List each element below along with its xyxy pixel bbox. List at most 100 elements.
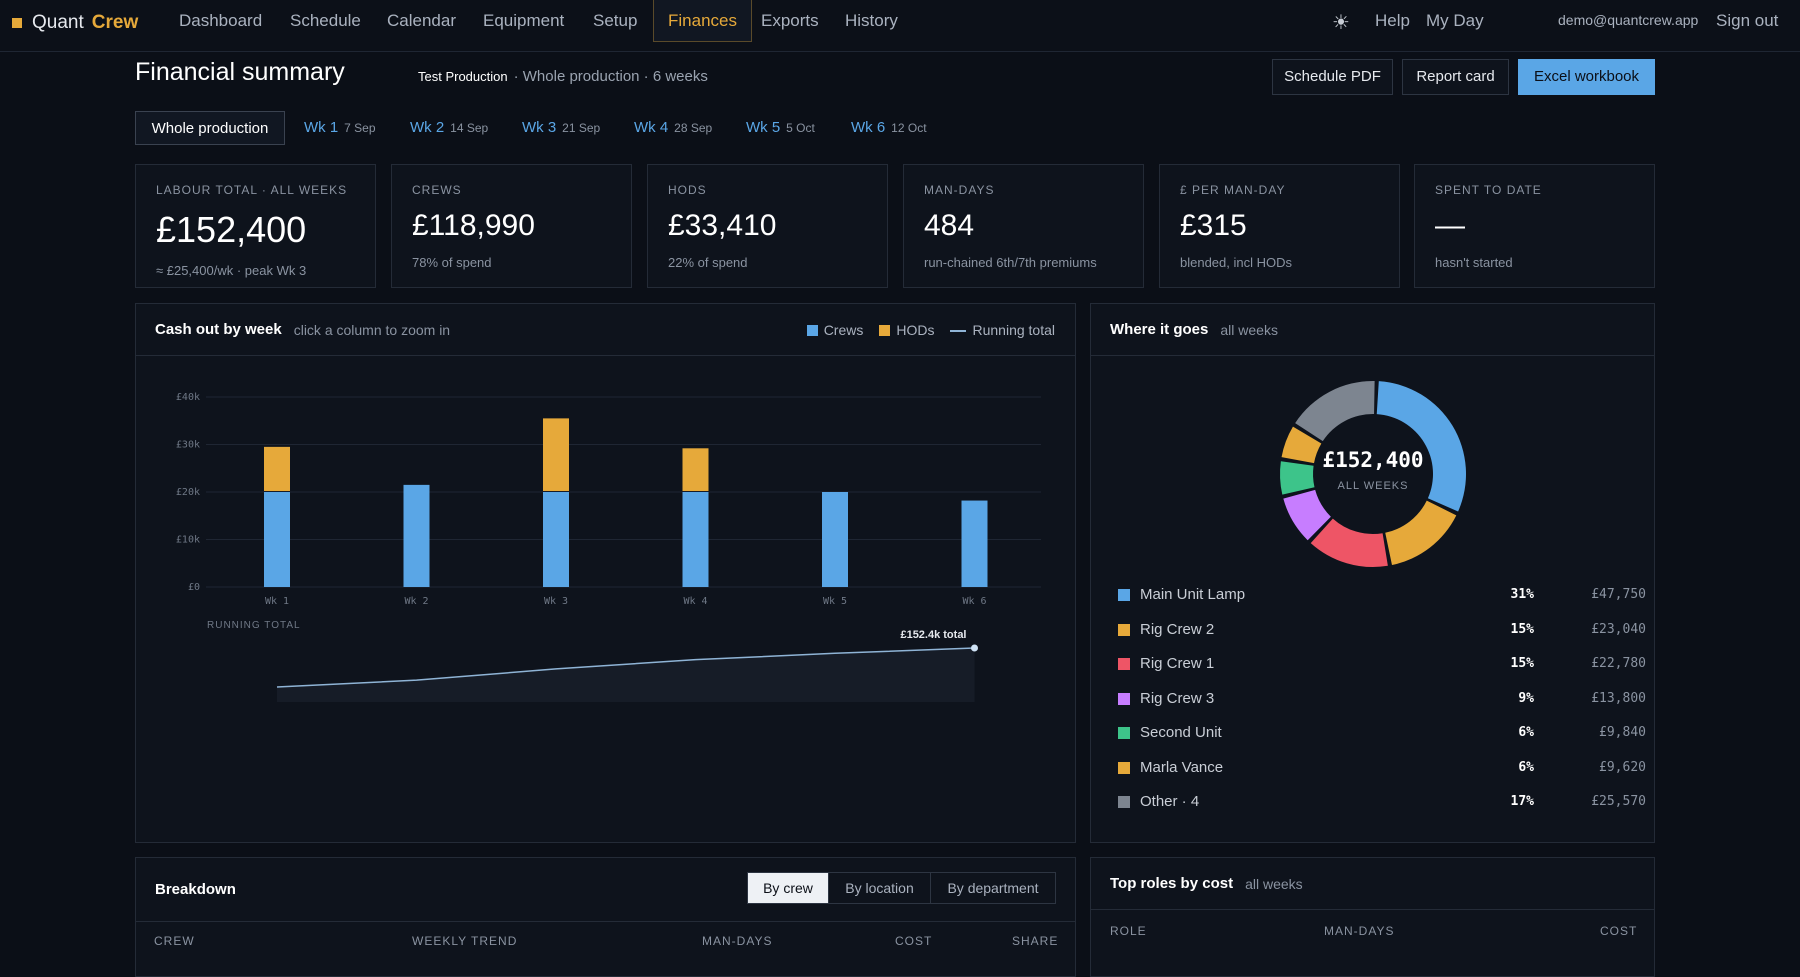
where-item-amount: £47,750: [1591, 587, 1646, 602]
kpi-value: 484: [924, 209, 975, 242]
segment-by-location[interactable]: By location: [828, 872, 931, 904]
legend-crews-label: Crews: [823, 322, 864, 338]
nav-calendar[interactable]: Calendar: [387, 11, 456, 30]
legend-swatch: [806, 325, 818, 336]
tab-wk-5[interactable]: Wk 5 5 Oct: [746, 111, 815, 145]
donut-chart[interactable]: [1273, 374, 1473, 574]
nav-exports[interactable]: Exports: [761, 11, 819, 30]
top-roles-panel: Top roles by cost all weeks: [1090, 857, 1655, 977]
bar-crews: [822, 492, 848, 587]
col-cost[interactable]: COST: [895, 934, 933, 948]
cash-out-chart[interactable]: £0 £10k £20k £30k £40k Wk 1 Wk 2 Wk 3 Wk 4 Wk 5 Wk…: [136, 357, 1075, 843]
kpi-labour-total: LABOUR TOTAL · ALL WEEKS £152,400 ≈ £25,…: [135, 164, 376, 288]
col-roles-cost[interactable]: COST: [1600, 924, 1638, 938]
donut-slice: [1376, 381, 1466, 512]
col-crew[interactable]: CREW: [154, 934, 195, 948]
nav-equipment[interactable]: Equipment: [483, 11, 565, 30]
where-list-row[interactable]: Rig Crew 3 9% £13,800: [1118, 682, 1646, 716]
sign-out-link[interactable]: Sign out: [1716, 11, 1779, 30]
tab-whole-production[interactable]: Whole production: [135, 111, 285, 145]
production-scope: · Whole production · 6 weeks: [513, 68, 708, 85]
where-item-amount: £23,040: [1591, 621, 1646, 637]
where-item-pct: 9%: [1518, 690, 1534, 706]
segment-by-department[interactable]: By department: [930, 872, 1056, 904]
cash-out-title: Cash out by week: [155, 321, 282, 338]
brand-mark-icon: [12, 18, 22, 28]
y-tick-label: £10k: [176, 535, 200, 546]
tab-wk-4[interactable]: Wk 4 28 Sep: [634, 111, 712, 145]
tab-wk-3[interactable]: Wk 3 21 Sep: [522, 111, 600, 145]
where-item-amount: £9,620: [1599, 759, 1646, 775]
legend-swatch: [1118, 692, 1130, 705]
report-card-button[interactable]: Report card: [1402, 59, 1509, 95]
donut-center-value: £152,400: [1322, 448, 1424, 472]
where-list-row[interactable]: Marla Vance 6% £9,620: [1118, 751, 1646, 785]
where-title: Where it goes: [1110, 321, 1209, 338]
kpi-spent-to-date: SPENT TO DATE — hasn't started: [1414, 164, 1655, 288]
where-item-name: Main Unit Lamp: [1140, 586, 1246, 603]
where-item-amount: £9,840: [1599, 725, 1646, 740]
where-list-row[interactable]: Second Unit 6% £9,840: [1118, 716, 1646, 750]
col-weekly-trend[interactable]: WEEKLY TREND: [412, 934, 518, 948]
tab-date: 14 Sep: [450, 121, 489, 135]
where-item-name: Second Unit: [1140, 724, 1222, 741]
roles-hint: all weeks: [1245, 875, 1303, 892]
y-tick-label: £30k: [176, 440, 200, 451]
nav-setup[interactable]: Setup: [593, 11, 638, 30]
where-list-row[interactable]: Rig Crew 2 15% £23,040: [1118, 613, 1646, 647]
brand-logo[interactable]: Quant Crew: [12, 12, 138, 34]
running-total-area: [277, 648, 975, 702]
kpi-man-days: MAN-DAYS 484 run-chained 6th/7th premium…: [903, 164, 1144, 288]
tab-date: 7 Sep: [344, 121, 376, 135]
my-day-link[interactable]: My Day: [1426, 11, 1484, 30]
where-list-row[interactable]: Other · 4 17% £25,570: [1118, 785, 1646, 819]
col-role[interactable]: ROLE: [1110, 924, 1147, 938]
tab-date: 5 Oct: [786, 121, 815, 135]
excel-workbook-button[interactable]: Excel workbook: [1518, 59, 1655, 95]
kpi-label: MAN-DAYS: [924, 183, 995, 197]
tab-wk-1[interactable]: Wk 1 7 Sep: [304, 111, 376, 145]
sun-icon[interactable]: ☀: [1332, 12, 1350, 34]
page-subtitle: Test Production · Whole production · 6 we…: [418, 68, 708, 85]
nav-dashboard[interactable]: Dashboard: [179, 11, 263, 30]
donut-center-label: ALL WEEKS: [1337, 480, 1409, 492]
where-item-name: Rig Crew 1: [1140, 655, 1215, 672]
bar-hods: [543, 418, 569, 491]
cash-out-panel: Cash out by week click a column to zoom …: [135, 303, 1076, 843]
col-man-days[interactable]: MAN-DAYS: [702, 934, 773, 948]
where-item-amount: £25,570: [1591, 794, 1646, 809]
legend-swatch: [1118, 589, 1130, 601]
tab-label: Wk 3: [522, 119, 557, 136]
kpi-sub: run-chained 6th/7th premiums: [924, 255, 1097, 270]
x-tick-label: Wk 3: [544, 596, 568, 607]
col-roles-man-days[interactable]: MAN-DAYS: [1324, 924, 1395, 938]
legend-line: [950, 330, 967, 332]
x-tick-label: Wk 5: [823, 596, 847, 607]
brand-name-1: Quant: [32, 12, 84, 33]
where-item-pct: 31%: [1510, 587, 1534, 602]
where-list-row[interactable]: Rig Crew 1 15% £22,780: [1118, 647, 1646, 681]
help-link[interactable]: Help: [1375, 11, 1410, 30]
segment-by-crew[interactable]: By crew: [747, 872, 829, 904]
production-name: Test Production: [418, 69, 508, 84]
donut-slice: [1281, 426, 1322, 464]
y-tick-label: £40k: [176, 392, 200, 403]
x-tick-label: Wk 1: [265, 596, 289, 607]
kpi-sub: ≈ £25,400/wk · peak Wk 3: [156, 263, 307, 278]
kpi-label: LABOUR TOTAL · ALL WEEKS: [156, 183, 348, 197]
donut-slice: [1295, 381, 1375, 442]
where-list-row[interactable]: Main Unit Lamp 31% £47,750: [1118, 578, 1646, 612]
donut-slice: [1310, 518, 1388, 567]
schedule-pdf-button[interactable]: Schedule PDF: [1272, 59, 1393, 95]
tab-date: 12 Oct: [891, 121, 927, 135]
legend-running: Running total: [950, 322, 1055, 338]
col-share[interactable]: SHARE: [1012, 934, 1059, 948]
nav-history[interactable]: History: [845, 11, 898, 30]
y-tick-label: £20k: [176, 487, 200, 498]
bar-crews: [264, 492, 290, 587]
nav-schedule[interactable]: Schedule: [290, 11, 361, 30]
tab-wk-2[interactable]: Wk 2 14 Sep: [410, 111, 488, 145]
nav-finances[interactable]: Finances: [653, 0, 752, 42]
tab-wk-6[interactable]: Wk 6 12 Oct: [851, 111, 927, 145]
tab-label: Wk 2: [410, 119, 445, 136]
